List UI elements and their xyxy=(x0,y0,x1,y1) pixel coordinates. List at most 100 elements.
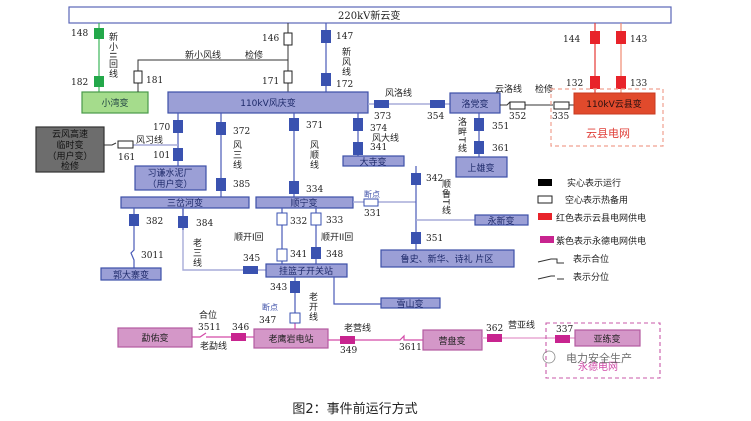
label-374: 374 xyxy=(370,124,387,134)
station-guodazhai[interactable] xyxy=(100,267,162,281)
breaker-343[interactable] xyxy=(290,281,300,293)
breaker-346[interactable] xyxy=(231,333,246,341)
breaker-347[interactable] xyxy=(289,312,301,324)
station-fengqing[interactable] xyxy=(167,91,369,114)
label-372: 372 xyxy=(233,127,250,137)
breaker-144[interactable] xyxy=(590,31,600,44)
line-laoying xyxy=(328,334,423,341)
label-352: 352 xyxy=(509,112,526,122)
legend-closed-icon xyxy=(537,258,564,264)
breaker-331[interactable] xyxy=(363,198,379,207)
breaker-349[interactable] xyxy=(340,336,355,344)
station-yongxin[interactable] xyxy=(474,214,529,226)
station-shangxiong[interactable] xyxy=(455,156,508,178)
label-347: 347 xyxy=(259,316,276,326)
station-gualanzi-label: 挂篮子开关站 xyxy=(279,265,333,277)
breaker-172[interactable] xyxy=(321,73,331,86)
breaker-146[interactable] xyxy=(283,32,293,46)
yunfeng-label-2: 临时变 xyxy=(56,139,83,151)
breaker-132[interactable] xyxy=(590,76,600,89)
station-xiaowan[interactable] xyxy=(81,91,149,114)
breaker-335[interactable] xyxy=(553,101,570,110)
status-yunluo: 检修 xyxy=(535,83,553,95)
breaker-372[interactable] xyxy=(216,122,226,135)
breaker-361[interactable] xyxy=(474,141,484,154)
label-161: 161 xyxy=(118,153,135,163)
station-lushi-label: 鲁史、新华、诗礼 片区 xyxy=(401,253,494,265)
label-fengxi: 风习线 xyxy=(136,134,163,146)
breaker-101[interactable] xyxy=(173,148,183,161)
breaker-147[interactable] xyxy=(321,30,331,43)
label-133: 133 xyxy=(630,79,647,89)
breaker-148[interactable] xyxy=(94,28,104,39)
label-384: 384 xyxy=(196,219,213,229)
line-382 xyxy=(130,208,135,268)
station-yunxian[interactable] xyxy=(573,92,656,115)
breaker-342[interactable] xyxy=(411,173,421,185)
station-shunning-label: 顺宁变 xyxy=(290,197,317,209)
breaker-133[interactable] xyxy=(616,76,626,89)
line-xueshan xyxy=(333,277,381,305)
station-xinyun-label: 220kV新云变 xyxy=(338,9,400,22)
station-sanchahe[interactable] xyxy=(120,196,250,209)
breakpoint-331-label: 断点 xyxy=(364,189,380,199)
breaker-143[interactable] xyxy=(616,31,626,44)
breaker-341b[interactable] xyxy=(276,248,288,262)
label-382: 382 xyxy=(146,217,163,227)
label-348: 348 xyxy=(326,250,343,260)
label-146: 146 xyxy=(262,34,279,44)
station-yunfeng[interactable] xyxy=(35,126,105,173)
breaker-354[interactable] xyxy=(430,100,445,108)
legend-red: 红色表示云县电网供电 xyxy=(556,212,646,224)
station-yalian[interactable] xyxy=(574,329,641,347)
label-171: 171 xyxy=(262,77,279,87)
legend-open: 表示分位 xyxy=(573,271,609,283)
breaker-374[interactable] xyxy=(353,118,363,131)
label-181: 181 xyxy=(146,76,163,86)
breaker-171[interactable] xyxy=(283,70,293,84)
label-laosan: 老三线 xyxy=(191,237,202,268)
station-xiqian[interactable] xyxy=(134,165,207,191)
figure-caption: 图2：事件前运行方式 xyxy=(292,401,417,417)
station-lushi[interactable] xyxy=(380,249,515,268)
breaker-345[interactable] xyxy=(243,266,258,274)
station-fengqing-label: 110kV风庆变 xyxy=(240,97,296,109)
breaker-385[interactable] xyxy=(216,178,226,191)
breaker-332[interactable] xyxy=(276,212,288,226)
breaker-351b[interactable] xyxy=(411,232,421,244)
breaker-351a[interactable] xyxy=(474,118,484,131)
breaker-348[interactable] xyxy=(311,247,321,259)
station-yingpan[interactable] xyxy=(422,329,483,351)
station-gualanzi[interactable] xyxy=(265,263,348,278)
label-132: 132 xyxy=(566,79,583,89)
breaker-170[interactable] xyxy=(173,120,183,133)
breaker-371[interactable] xyxy=(289,118,299,131)
breaker-362[interactable] xyxy=(487,334,502,342)
label-341b: 341 xyxy=(290,250,307,260)
breaker-384[interactable] xyxy=(178,216,188,228)
station-guodazhai-label: 郭大寨变 xyxy=(113,269,149,281)
station-dasi[interactable] xyxy=(342,155,405,167)
station-luodang[interactable] xyxy=(449,92,501,114)
label-luopan: 洛畔T线 xyxy=(456,116,467,154)
breaker-182[interactable] xyxy=(94,76,104,87)
station-laoyingyan-label: 老鹰岩电站 xyxy=(268,333,313,345)
station-xinyun-bus xyxy=(68,6,672,24)
station-xueshan[interactable] xyxy=(380,297,441,309)
breaker-161[interactable] xyxy=(117,140,134,149)
label-xinfeng: 新风线 xyxy=(340,46,351,77)
breaker-333[interactable] xyxy=(310,212,322,226)
label-fengda: 风大线 xyxy=(372,132,399,144)
breaker-181[interactable] xyxy=(133,70,143,84)
breaker-334[interactable] xyxy=(289,181,299,194)
breaker-373[interactable] xyxy=(374,100,389,108)
breaker-337[interactable] xyxy=(555,335,570,343)
label-shunkai2: 顺开II回 xyxy=(321,232,353,243)
breaker-382[interactable] xyxy=(129,214,139,226)
breaker-341a[interactable] xyxy=(353,142,363,155)
station-mengyou[interactable] xyxy=(117,327,193,348)
station-laoyingyan[interactable] xyxy=(253,328,329,349)
breaker-352[interactable] xyxy=(509,101,526,110)
label-331: 331 xyxy=(364,209,381,219)
closed-pos-label: 合位 xyxy=(199,309,217,321)
